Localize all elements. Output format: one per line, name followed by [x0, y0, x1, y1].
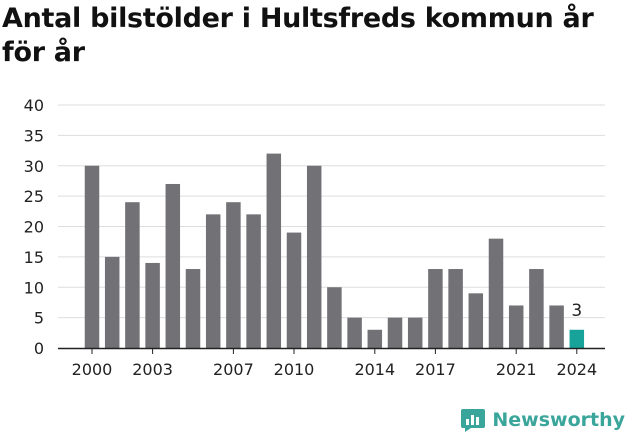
bar: [508, 305, 524, 348]
bar: [367, 329, 383, 348]
y-tick-label: 40: [24, 96, 44, 115]
x-tick-label: 2007: [213, 360, 254, 379]
bar: [549, 305, 564, 348]
bar: [104, 256, 120, 348]
bar: [327, 287, 342, 348]
x-tick-label: 2000: [72, 360, 113, 379]
bar-chart-bubble-icon: [461, 409, 486, 432]
bar: [165, 183, 181, 348]
bar: [266, 153, 282, 348]
bar: [407, 317, 423, 348]
y-tick-label: 0: [34, 339, 44, 358]
data-label: 3: [571, 301, 582, 321]
brand-logo: Newsworthy: [460, 407, 625, 433]
bar: [488, 238, 504, 348]
bar: [569, 329, 585, 348]
x-tick-label: 2021: [496, 360, 537, 379]
y-tick-label: 5: [34, 309, 44, 328]
bar: [84, 165, 100, 348]
y-tick-label: 25: [24, 187, 44, 206]
y-tick-label: 20: [24, 218, 44, 237]
bar: [185, 269, 201, 348]
y-tick-label: 15: [24, 248, 44, 267]
bar: [306, 165, 322, 348]
x-tick-label: 2017: [415, 360, 456, 379]
bar: [125, 202, 140, 348]
bar: [286, 232, 302, 348]
chart-title: Antal bilstölder i Hultsfreds kommun år …: [2, 3, 594, 68]
x-tick-label: 2024: [556, 360, 597, 379]
bar: [387, 317, 403, 348]
bar: [205, 214, 221, 348]
bar: [347, 317, 362, 348]
bar: [428, 269, 443, 348]
bar: [226, 202, 241, 348]
bar: [448, 269, 463, 348]
y-tick-label: 35: [24, 126, 44, 145]
y-tick-label: 30: [24, 157, 44, 176]
bar: [529, 269, 544, 348]
bar: [246, 214, 261, 348]
x-tick-label: 2014: [354, 360, 395, 379]
x-tick-label: 2003: [132, 360, 173, 379]
y-tick-label: 10: [24, 278, 44, 297]
bar: [145, 262, 160, 348]
brand-name: Newsworthy: [492, 409, 625, 431]
bar: [468, 293, 484, 348]
x-tick-label: 2010: [274, 360, 315, 379]
